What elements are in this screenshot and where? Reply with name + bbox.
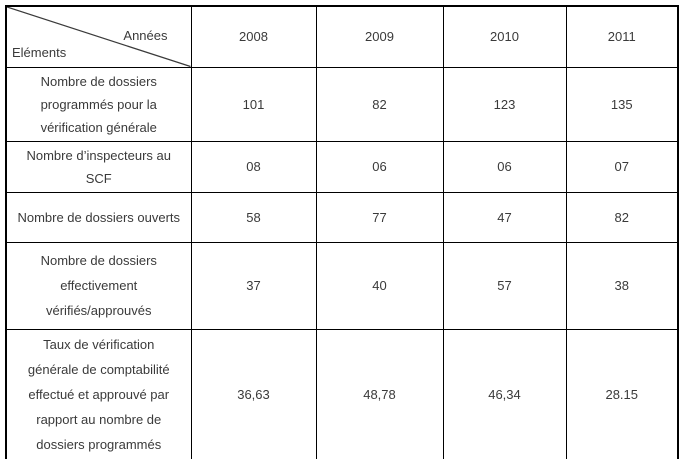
cell-value: 08: [190, 140, 317, 193]
table-row-dossiers-programmes: Nombre de dossiers programmés pour la vé…: [5, 66, 679, 142]
cell-value: 06: [442, 140, 567, 193]
row-label: Nombre de dossiers effectivement vérifié…: [5, 241, 192, 330]
cell-value: 07: [565, 140, 679, 193]
statistics-table-container: Années Eléments 2008 2009 2010 2011 Nomb…: [5, 5, 679, 459]
cell-value: 48,78: [315, 328, 444, 459]
statistics-table: Années Eléments 2008 2009 2010 2011 Nomb…: [5, 5, 679, 459]
cell-value: 46,34: [442, 328, 567, 459]
table-row-taux-verification: Taux de vérification générale de comptab…: [5, 328, 679, 459]
row-label: Nombre d’inspecteurs au SCF: [5, 140, 192, 193]
cell-value: 36,63: [190, 328, 317, 459]
row-label: Taux de vérification générale de comptab…: [5, 328, 192, 459]
corner-label-elements: Eléments: [12, 44, 67, 60]
cell-value: 58: [190, 191, 317, 243]
cell-value: 57: [442, 241, 567, 330]
cell-value: 38: [565, 241, 679, 330]
year-header-2008: 2008: [190, 5, 317, 68]
header-row: Années Eléments 2008 2009 2010 2011: [5, 5, 679, 68]
row-label: Nombre de dossiers ouverts: [5, 191, 192, 243]
table-row-dossiers-verifies: Nombre de dossiers effectivement vérifié…: [5, 241, 679, 330]
cell-value: 06: [315, 140, 444, 193]
cell-value: 40: [315, 241, 444, 330]
table-row-dossiers-ouverts: Nombre de dossiers ouverts 58 77 47 82: [5, 191, 679, 243]
cell-value: 47: [442, 191, 567, 243]
year-header-2009: 2009: [315, 5, 444, 68]
cell-value: 82: [315, 66, 444, 142]
corner-label-annees: Années: [123, 28, 168, 43]
row-label: Nombre de dossiers programmés pour la vé…: [5, 66, 192, 142]
cell-value: 101: [190, 66, 317, 142]
cell-value: 77: [315, 191, 444, 243]
cell-value: 123: [442, 66, 567, 142]
corner-header-cell: Années Eléments: [5, 5, 192, 68]
year-header-2010: 2010: [442, 5, 567, 68]
cell-value: 82: [565, 191, 679, 243]
cell-value: 28.15: [565, 328, 679, 459]
cell-value: 135: [565, 66, 679, 142]
cell-value: 37: [190, 241, 317, 330]
table-row-inspecteurs-scf: Nombre d’inspecteurs au SCF 08 06 06 07: [5, 140, 679, 193]
year-header-2011: 2011: [565, 5, 679, 68]
diagonal-line: [7, 7, 191, 67]
